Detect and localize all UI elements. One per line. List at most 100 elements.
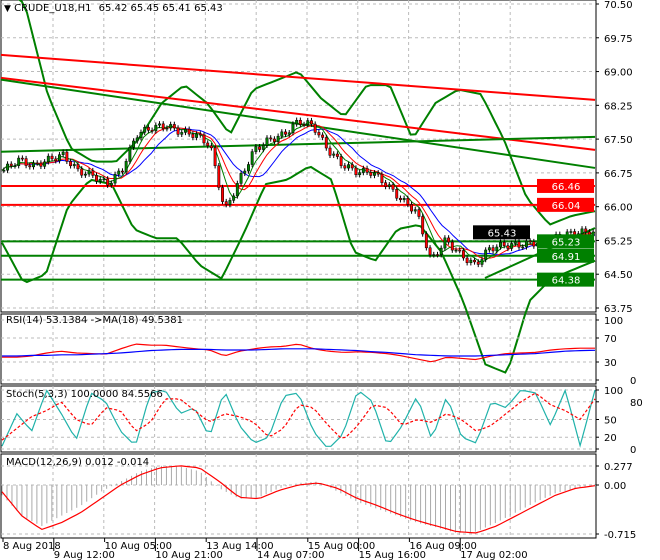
- candle-bear: [28, 165, 32, 168]
- candle-bear: [436, 254, 439, 256]
- candle-bull: [521, 246, 525, 249]
- candle-bull: [295, 119, 299, 125]
- candle-bear: [39, 162, 43, 167]
- candle-bull: [524, 240, 528, 248]
- x-tick-label: 8 Aug 2018: [3, 541, 61, 552]
- candle-bear: [528, 240, 532, 243]
- candle-bull: [402, 198, 406, 201]
- candle-bull: [484, 249, 488, 260]
- candle-bear: [310, 120, 313, 125]
- candle-bear: [395, 189, 399, 199]
- triangle-down-icon[interactable]: ▼: [4, 4, 11, 14]
- trendline-resistance: [0, 53, 596, 101]
- candle-bull: [57, 154, 61, 161]
- candle-bear: [302, 124, 306, 126]
- candle-bear: [417, 209, 421, 217]
- candle-bull: [261, 144, 265, 150]
- candle-bull: [287, 132, 291, 135]
- candle-bull: [2, 169, 6, 172]
- y-tick-label: -0.715: [604, 530, 636, 541]
- candle-bear: [298, 119, 302, 125]
- level-price-tag: [537, 197, 594, 212]
- candle-bear: [421, 216, 425, 235]
- candle-bull: [17, 157, 21, 166]
- pane-frame-0: [0, 0, 597, 313]
- y-tick-label: 100: [604, 386, 623, 397]
- candle-bull: [387, 184, 391, 187]
- candle-bull: [169, 124, 173, 129]
- candle-bull: [243, 170, 247, 174]
- y-tick-label: 70.50: [604, 0, 633, 11]
- candle-bull: [495, 246, 499, 252]
- candle-bull: [228, 200, 232, 205]
- candle-bull: [291, 123, 295, 133]
- x-tick-label: 9 Aug 12:00: [54, 550, 115, 560]
- candle-bear: [380, 173, 384, 183]
- candle-bear: [447, 237, 451, 243]
- candle-bear: [176, 127, 180, 135]
- candle-bull: [180, 132, 184, 135]
- candle-bear: [391, 184, 395, 190]
- candle-bear: [350, 164, 354, 169]
- candle-bear: [91, 170, 95, 176]
- candle-bull: [102, 178, 106, 181]
- candle-bear: [428, 247, 432, 256]
- candle-bull: [154, 124, 158, 132]
- candle-bull: [454, 249, 458, 252]
- y-tick-label: 68.25: [604, 101, 633, 112]
- candle-bear: [328, 147, 332, 156]
- candle-bear: [35, 162, 39, 165]
- current-price-label: 65.43: [488, 228, 517, 239]
- candle-bull: [513, 241, 517, 244]
- candle-bear: [365, 168, 369, 173]
- candle-bear: [146, 127, 150, 131]
- candle-bear: [317, 132, 321, 136]
- y-tick-label: 67.50: [604, 135, 633, 146]
- candle-bear: [506, 245, 510, 249]
- candle-bear: [69, 161, 73, 167]
- candle-bear: [532, 241, 536, 247]
- candle-bear: [206, 142, 210, 146]
- candle-bear: [65, 151, 69, 162]
- x-tick-label: 17 Aug 02:00: [460, 550, 527, 560]
- y-tick-label: 64.50: [604, 270, 633, 281]
- candle-bear: [76, 164, 80, 170]
- candle-bear: [80, 168, 84, 176]
- candle-bull: [247, 164, 250, 172]
- candle-bear: [335, 153, 339, 157]
- candle-bear: [9, 163, 13, 167]
- candle-bull: [347, 164, 350, 169]
- y-tick-label: 66.00: [604, 203, 633, 214]
- candle-bear: [54, 158, 58, 161]
- candle-bear: [324, 137, 328, 149]
- candle-bull: [158, 123, 161, 126]
- candle-bull: [443, 237, 447, 249]
- candle-bull: [61, 151, 65, 155]
- candle-bull: [13, 165, 17, 167]
- ma-blue: [1, 128, 596, 256]
- candle-bull: [124, 161, 128, 173]
- candle-bull: [361, 168, 365, 173]
- y-tick-label: 0: [630, 376, 636, 387]
- candle-bear: [187, 128, 191, 135]
- candle-bear: [202, 134, 206, 144]
- candle-bull: [332, 153, 336, 156]
- candle-bull: [165, 127, 169, 130]
- candle-bull: [113, 174, 117, 184]
- candle-bear: [172, 124, 176, 129]
- level-price-tag: [537, 272, 594, 287]
- candle-bear: [384, 182, 388, 187]
- ma-red: [1, 124, 596, 259]
- candle-bull: [373, 172, 376, 176]
- candle-bull: [487, 247, 491, 251]
- bollinger-lower: [1, 165, 596, 374]
- candle-bear: [269, 137, 273, 140]
- series-ma-18-: [2, 348, 596, 357]
- candle-bear: [461, 250, 465, 259]
- candle-bull: [254, 146, 258, 152]
- y-tick-label: 63.75: [604, 304, 633, 315]
- series-macd-signal: [1, 465, 596, 534]
- candle-bull: [98, 178, 102, 182]
- candle-bull: [43, 161, 47, 167]
